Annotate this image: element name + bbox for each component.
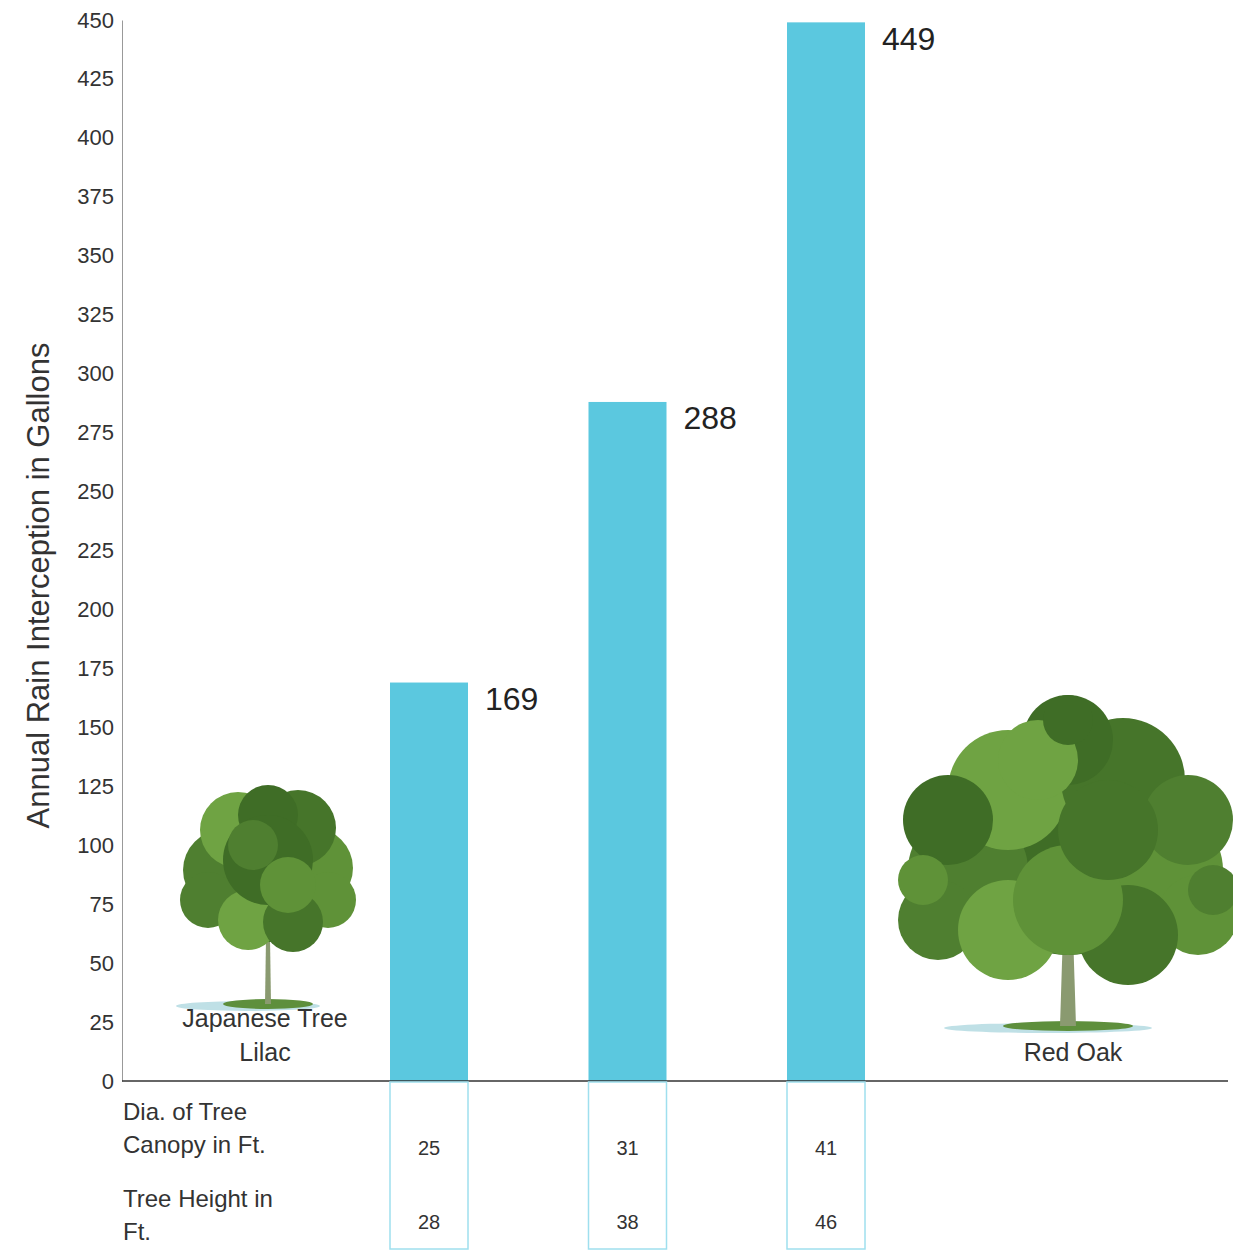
tick-label: 175: [77, 656, 114, 681]
tick: 300: [77, 361, 122, 386]
tree-foliage: [228, 820, 278, 870]
data-label: 288: [684, 400, 737, 436]
tick: 100: [77, 833, 122, 858]
table-cell: 31: [616, 1137, 638, 1159]
tick-label: 50: [90, 951, 114, 976]
axis-line: [122, 21, 123, 1082]
table-cell: 28: [418, 1211, 440, 1233]
tick-label: 150: [77, 715, 114, 740]
tree-foliage: [1058, 780, 1158, 880]
tick-label: 300: [77, 361, 114, 386]
text-line: Lilac: [239, 1038, 290, 1066]
tree-foliage: [260, 857, 316, 913]
table-column: [589, 1082, 667, 1249]
row-label: Dia. of Tree Canopy in Ft.: [123, 1098, 266, 1158]
data-label: 449: [882, 21, 935, 57]
text-line: Dia. of Tree: [123, 1098, 247, 1125]
tick: 225: [77, 538, 122, 563]
tick: 0: [102, 1069, 122, 1094]
tree-label: Red Oak: [1024, 1038, 1123, 1066]
tick-label: 375: [77, 184, 114, 209]
y-axis-title: Annual Rain Interception in Gallons: [21, 343, 56, 829]
tick: 350: [77, 243, 122, 268]
tick: 175: [77, 656, 122, 681]
tick: 125: [77, 774, 122, 799]
tree: [176, 785, 356, 1011]
tick: 375: [77, 184, 122, 209]
tick-label: 400: [77, 125, 114, 150]
baseline: [122, 1080, 1228, 1082]
bar: [390, 683, 468, 1081]
text-line: Japanese Tree: [182, 1004, 347, 1032]
bars: [390, 22, 865, 1081]
table-cell: 46: [815, 1211, 837, 1233]
tick-label: 325: [77, 302, 114, 327]
tick-label: 350: [77, 243, 114, 268]
tick-label: 125: [77, 774, 114, 799]
tick-label: 25: [90, 1010, 114, 1035]
tick: 275: [77, 420, 122, 445]
table-column: [787, 1082, 865, 1249]
tree-foliage: [1043, 695, 1093, 745]
table-cell: 41: [815, 1137, 837, 1159]
tree-illustrations: [176, 695, 1233, 1033]
bar: [589, 402, 667, 1081]
tick-label: 425: [77, 66, 114, 91]
tree-foliage: [898, 855, 948, 905]
y-axis: 0 25 50 75 100 125 150 175 200 225 250 275 300 325 350…: [77, 8, 122, 1094]
row-label: Tree Height in Ft.: [123, 1185, 273, 1245]
tick: 150: [77, 715, 122, 740]
data-label: 169: [485, 681, 538, 717]
data-table: Dia. of Tree Canopy in Ft. 25 31 41 Tree Heig…: [123, 1082, 865, 1249]
text-line: Red Oak: [1024, 1038, 1123, 1066]
tree: [898, 695, 1233, 1033]
tree-label: Japanese Tree Lilac: [182, 1004, 347, 1066]
tick: 200: [77, 597, 122, 622]
tree-foliage: [903, 775, 993, 865]
tick-label: 0: [102, 1069, 114, 1094]
tick: 50: [90, 951, 122, 976]
text-line: Canopy in Ft.: [123, 1131, 266, 1158]
table-column: [390, 1082, 468, 1249]
tick-label: 275: [77, 420, 114, 445]
tick-label: 225: [77, 538, 114, 563]
bar: [787, 22, 865, 1081]
tick: 400: [77, 125, 122, 150]
tick: 325: [77, 302, 122, 327]
tick-label: 250: [77, 479, 114, 504]
tick: 75: [90, 892, 122, 917]
text-line: Ft.: [123, 1218, 151, 1245]
tick-label: 75: [90, 892, 114, 917]
table-cell: 38: [616, 1211, 638, 1233]
data-labels: 169 288 449: [485, 21, 935, 717]
table-cell: 25: [418, 1137, 440, 1159]
tick-label: 450: [77, 8, 114, 33]
tick: 450: [77, 8, 122, 33]
tick-label: 100: [77, 833, 114, 858]
tick: 25: [90, 1010, 122, 1035]
chart: Japanese Tree Lilac Red Oak 169 288 449 0 25 50 7…: [0, 0, 1233, 1253]
tree-foliage: [1188, 865, 1233, 915]
text-line: Tree Height in: [123, 1185, 273, 1212]
tick: 425: [77, 66, 122, 91]
tick-label: 200: [77, 597, 114, 622]
tick: 250: [77, 479, 122, 504]
